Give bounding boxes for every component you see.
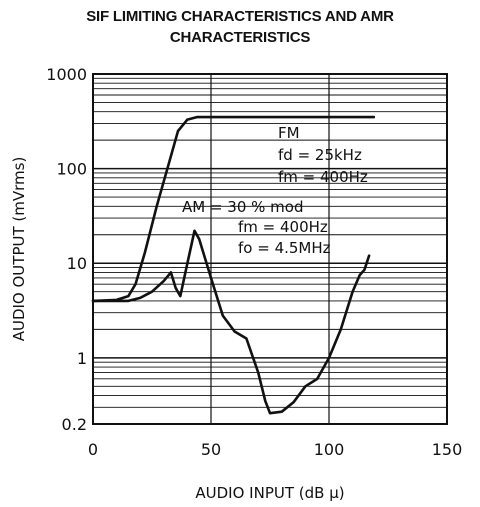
tick-labels: 0 50 100 150 1000 100 10 1 0.2 — [46, 65, 462, 459]
fm-fd-label: fd = 25kHz — [278, 146, 362, 164]
y-axis-label: AUDIO OUTPUT (mVrms) — [10, 157, 28, 342]
x-tick-label: 50 — [201, 440, 221, 459]
am-annotation: AM = 30 % mod fm = 400Hz fo = 4.5MHz — [182, 198, 331, 257]
am-label: AM = 30 % mod — [182, 198, 304, 216]
fm-annotation: FM fd = 25kHz fm = 400Hz — [278, 124, 368, 186]
chart-title-line-2: CHARACTERISTICS — [169, 29, 311, 46]
x-axis-label: AUDIO INPUT (dB µ) — [195, 484, 344, 502]
y-tick-label: 10 — [67, 254, 87, 273]
x-tick-label: 0 — [88, 440, 98, 459]
am-fo-label: fo = 4.5MHz — [238, 239, 331, 257]
plot-frame — [92, 73, 448, 425]
fm-fm-label: fm = 400Hz — [278, 168, 368, 186]
y-tick-label: 1 — [77, 349, 87, 368]
chart-title: SIF LIMITING CHARACTERISTICS AND AMR CHA… — [0, 6, 480, 48]
chart-title-line-1: SIF LIMITING CHARACTERISTICS AND AMR — [86, 8, 394, 25]
grid — [93, 74, 447, 424]
y-tick-label: 1000 — [46, 65, 87, 84]
x-tick-label: 100 — [314, 440, 345, 459]
y-tick-label: 100 — [56, 160, 87, 179]
y-tick-label: 0.2 — [62, 415, 87, 434]
x-tick-label: 150 — [432, 440, 463, 459]
series-line-1 — [91, 115, 376, 303]
series-line-2 — [91, 229, 371, 415]
series-lines — [91, 115, 376, 415]
am-fm-label: fm = 400Hz — [238, 218, 328, 236]
fm-label: FM — [278, 124, 300, 142]
